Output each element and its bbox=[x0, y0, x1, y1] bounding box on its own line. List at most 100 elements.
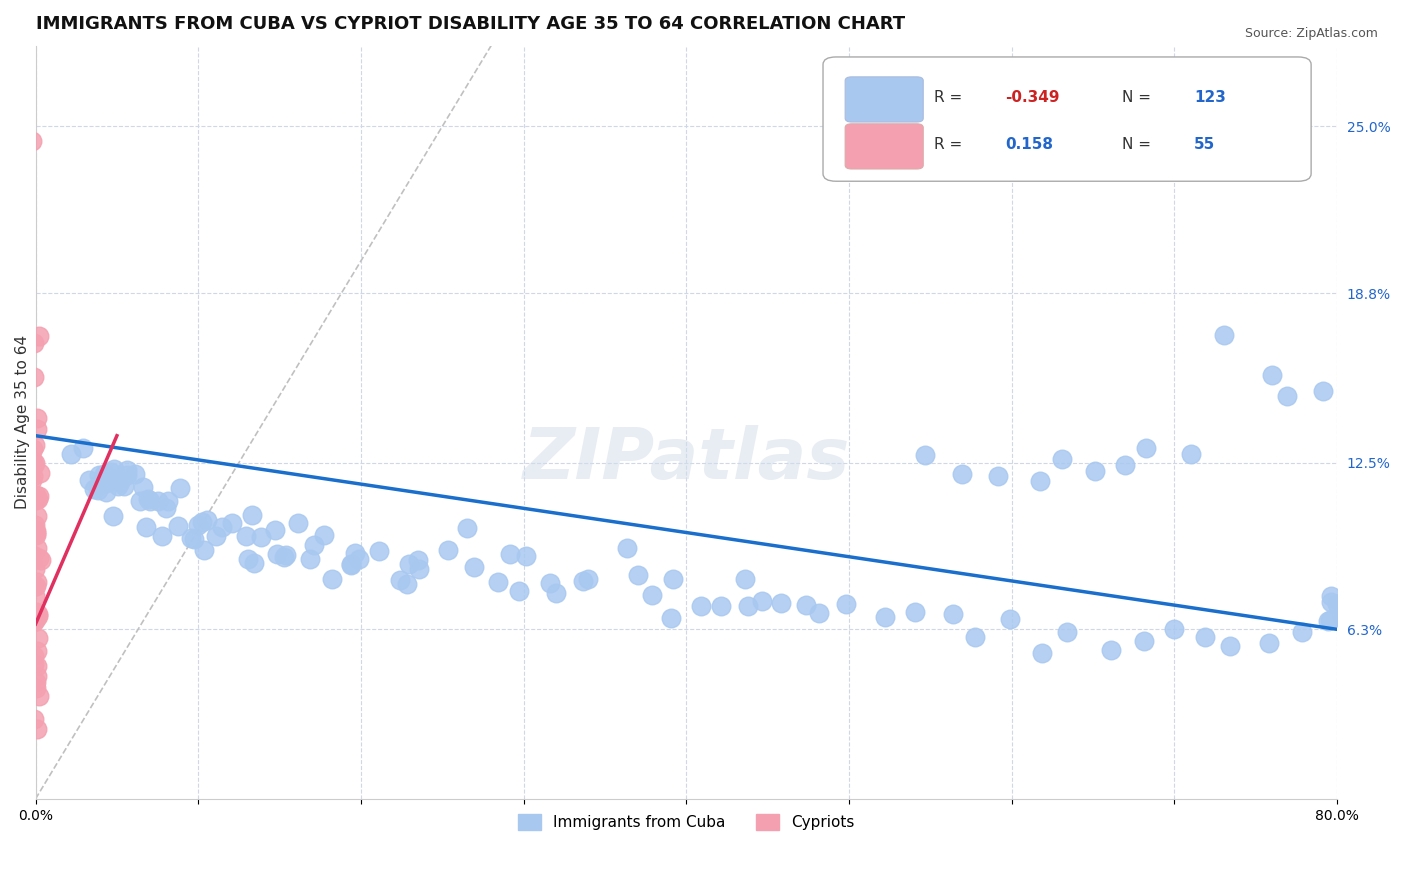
Point bbox=[987, 468, 1010, 483]
Point bbox=[690, 599, 713, 614]
Point bbox=[398, 557, 420, 571]
Point bbox=[904, 606, 927, 620]
Point bbox=[115, 467, 138, 482]
Point bbox=[150, 528, 173, 542]
Point bbox=[24, 456, 46, 470]
Point bbox=[1312, 384, 1334, 399]
Point bbox=[1099, 643, 1122, 657]
Point bbox=[24, 681, 46, 696]
Point bbox=[155, 501, 177, 516]
Point bbox=[135, 520, 157, 534]
Point bbox=[195, 514, 218, 528]
Point bbox=[873, 609, 896, 624]
Point bbox=[22, 611, 45, 625]
Point bbox=[616, 541, 638, 555]
Point bbox=[544, 586, 567, 600]
Point bbox=[22, 615, 45, 630]
Point bbox=[914, 448, 936, 462]
Point bbox=[1084, 464, 1107, 478]
Point bbox=[576, 572, 599, 586]
Point bbox=[21, 468, 44, 483]
Point bbox=[22, 454, 45, 468]
Point bbox=[1132, 634, 1154, 648]
Text: N =: N = bbox=[1122, 136, 1152, 152]
Point bbox=[242, 557, 264, 571]
Point bbox=[515, 549, 537, 563]
Point bbox=[157, 493, 180, 508]
Point bbox=[1291, 624, 1313, 639]
Point bbox=[24, 562, 46, 576]
Point bbox=[751, 594, 773, 608]
Point bbox=[1275, 389, 1298, 403]
Point bbox=[463, 559, 485, 574]
Point bbox=[24, 675, 46, 690]
Point bbox=[1180, 448, 1202, 462]
Point bbox=[769, 596, 792, 610]
Point bbox=[298, 552, 321, 566]
Point bbox=[25, 575, 48, 590]
Point bbox=[1333, 606, 1355, 620]
Point bbox=[28, 489, 51, 503]
Point bbox=[27, 328, 49, 343]
Text: -0.349: -0.349 bbox=[1005, 90, 1060, 104]
Point bbox=[27, 607, 49, 622]
Point bbox=[304, 538, 326, 552]
Point bbox=[27, 422, 49, 436]
Point bbox=[25, 509, 48, 524]
Point bbox=[24, 438, 46, 452]
Point bbox=[1163, 622, 1185, 636]
Point bbox=[124, 467, 146, 481]
Text: 123: 123 bbox=[1194, 90, 1226, 104]
Text: Source: ZipAtlas.com: Source: ZipAtlas.com bbox=[1244, 27, 1378, 40]
Point bbox=[963, 630, 986, 644]
Point bbox=[710, 599, 733, 614]
Point bbox=[205, 529, 228, 543]
Point bbox=[28, 690, 51, 704]
Point bbox=[950, 467, 973, 482]
Y-axis label: Disability Age 35 to 64: Disability Age 35 to 64 bbox=[15, 335, 30, 509]
Point bbox=[235, 529, 257, 543]
Point bbox=[25, 527, 48, 541]
Point bbox=[1029, 475, 1052, 489]
Point bbox=[25, 541, 48, 555]
Point bbox=[25, 605, 48, 619]
Point bbox=[112, 479, 135, 493]
Point bbox=[77, 473, 100, 487]
Point bbox=[148, 494, 170, 508]
Point bbox=[408, 562, 430, 576]
Point bbox=[312, 528, 335, 542]
Point bbox=[22, 712, 45, 726]
Point bbox=[238, 551, 260, 566]
Point bbox=[942, 607, 965, 622]
Point bbox=[24, 589, 46, 603]
Point bbox=[22, 492, 45, 507]
Point bbox=[25, 669, 48, 683]
Point bbox=[368, 544, 391, 558]
Point bbox=[1326, 597, 1348, 611]
Point bbox=[1135, 441, 1157, 455]
Point bbox=[183, 533, 205, 547]
Point bbox=[25, 644, 48, 658]
Point bbox=[21, 548, 44, 562]
Point bbox=[60, 447, 83, 461]
Point bbox=[406, 553, 429, 567]
Point bbox=[1317, 614, 1340, 628]
Point bbox=[508, 583, 530, 598]
Point bbox=[538, 576, 561, 591]
Point bbox=[834, 598, 856, 612]
Point bbox=[1331, 608, 1354, 623]
Point bbox=[1320, 589, 1343, 603]
Point bbox=[21, 490, 44, 504]
Point bbox=[571, 574, 593, 588]
Point bbox=[28, 466, 51, 480]
Point bbox=[107, 479, 129, 493]
Point bbox=[22, 579, 45, 593]
Point bbox=[94, 476, 117, 491]
Point bbox=[193, 543, 215, 558]
Point bbox=[499, 547, 522, 561]
Point bbox=[103, 508, 125, 523]
Point bbox=[21, 474, 44, 488]
Point bbox=[287, 516, 309, 531]
Point bbox=[1031, 646, 1053, 660]
Point bbox=[1319, 595, 1341, 609]
